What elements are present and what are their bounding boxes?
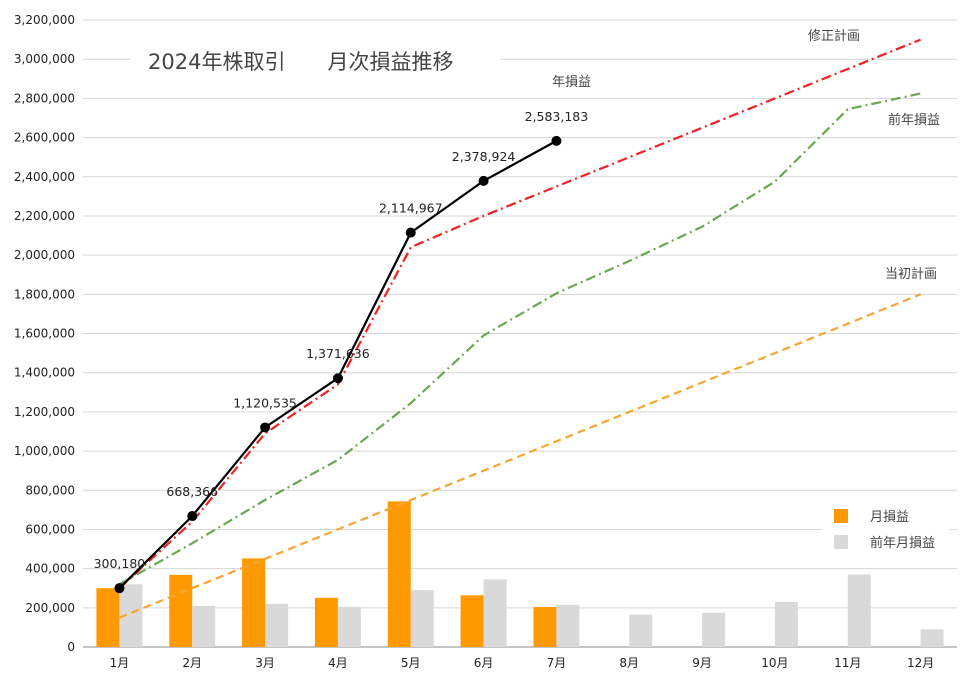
data-label: 2,583,183 — [525, 109, 589, 124]
line-marker — [260, 422, 271, 433]
bar-prev-monthly — [265, 603, 289, 647]
line-series — [118, 38, 922, 590]
series-label-prev-year: 前年損益 — [888, 112, 940, 128]
y-tick-label: 2,400,000 — [14, 170, 75, 184]
x-tick-label: 6月 — [474, 656, 494, 670]
bar-monthly — [169, 574, 193, 647]
bar-prev-monthly — [629, 614, 653, 647]
bar-monthly — [460, 595, 484, 647]
y-tick-label: 0 — [67, 640, 75, 654]
y-tick-label: 3,000,000 — [14, 52, 75, 66]
x-tick-label: 1月 — [110, 656, 130, 670]
bar-monthly — [96, 588, 120, 647]
chart-title: 2024年株取引 月次損益推移 — [148, 50, 453, 74]
y-tick-label: 2,800,000 — [14, 91, 75, 105]
y-tick-label: 3,200,000 — [14, 13, 75, 27]
legend-label-monthly: 月損益 — [870, 510, 909, 525]
grid — [83, 19, 957, 648]
line-marker — [405, 227, 416, 238]
data-labels: 300,180 668,366 1,120,535 1,371,636 2,114,96… — [94, 109, 589, 571]
x-tick-label: 4月 — [328, 656, 348, 670]
bar-prev-monthly — [774, 601, 798, 647]
y-tick-label: 2,600,000 — [14, 131, 75, 145]
bar-prev-monthly — [920, 629, 944, 647]
x-tick-label: 2月 — [182, 656, 202, 670]
y-tick-label: 800,000 — [25, 483, 75, 497]
line-marker — [551, 135, 562, 146]
legend-swatch-monthly — [834, 509, 848, 523]
bar-prev-monthly — [119, 584, 143, 647]
bar-prev-monthly — [702, 612, 726, 647]
markers — [114, 135, 562, 594]
line-marker — [332, 373, 343, 384]
bar-prev-monthly — [556, 604, 580, 647]
legend: 月損益 前年月損益 — [822, 500, 950, 558]
x-tick-label: 8月 — [619, 656, 639, 670]
data-label: 1,371,636 — [306, 346, 370, 361]
bar-monthly — [242, 558, 266, 647]
line-series — [118, 293, 922, 619]
x-tick-label: 5月 — [401, 656, 421, 670]
y-tick-label: 2,000,000 — [14, 248, 75, 262]
bar-prev-monthly — [847, 574, 871, 647]
y-tick-label: 1,200,000 — [14, 405, 75, 419]
x-axis-ticks: 1月 2月 3月 4月 5月 6月 7月 8月 9月 10月 11月 12月 — [110, 656, 935, 670]
x-tick-label: 7月 — [547, 656, 567, 670]
bar-prev-monthly — [337, 606, 361, 647]
y-tick-label: 200,000 — [25, 601, 75, 615]
line-marker — [478, 175, 489, 186]
y-tick-label: 1,400,000 — [14, 366, 75, 380]
x-tick-label: 3月 — [255, 656, 275, 670]
data-label: 1,120,535 — [233, 395, 297, 410]
y-tick-label: 1,600,000 — [14, 327, 75, 341]
bar-monthly — [387, 501, 411, 647]
data-label: 668,366 — [166, 484, 218, 499]
bar-prev-monthly — [410, 590, 434, 647]
bar-prev-monthly — [192, 605, 216, 647]
legend-swatch-prev-monthly — [834, 535, 848, 549]
series-label-revised-plan: 修正計画 — [808, 28, 860, 44]
series-label-annual: 年損益 — [552, 75, 591, 90]
data-label: 300,180 — [94, 556, 146, 571]
x-tick-label: 11月 — [834, 656, 861, 670]
bar-monthly — [533, 606, 557, 647]
line-series — [118, 92, 921, 586]
line-marker — [187, 511, 198, 522]
data-label: 2,114,967 — [379, 201, 443, 216]
legend-label-prev-monthly: 前年月損益 — [870, 535, 935, 551]
x-tick-label: 10月 — [761, 656, 788, 670]
bar-prev-monthly — [483, 579, 507, 647]
y-tick-label: 400,000 — [25, 562, 75, 576]
bar-monthly — [314, 597, 338, 647]
line-marker — [114, 583, 125, 594]
y-tick-label: 2,200,000 — [14, 209, 75, 223]
bars — [96, 501, 944, 647]
title-background — [130, 44, 500, 78]
data-label: 2,378,924 — [452, 149, 516, 164]
lines — [118, 38, 922, 619]
x-tick-label: 9月 — [692, 656, 712, 670]
line-series — [118, 139, 557, 589]
series-label-initial-plan: 当初計画 — [885, 266, 937, 282]
y-tick-label: 600,000 — [25, 522, 75, 536]
y-tick-label: 1,800,000 — [14, 287, 75, 301]
x-tick-label: 12月 — [907, 656, 934, 670]
y-tick-label: 1,000,000 — [14, 444, 75, 458]
y-axis-ticks: 0 200,000 400,000 600,000 800,000 1,000,000 1,… — [14, 13, 75, 654]
